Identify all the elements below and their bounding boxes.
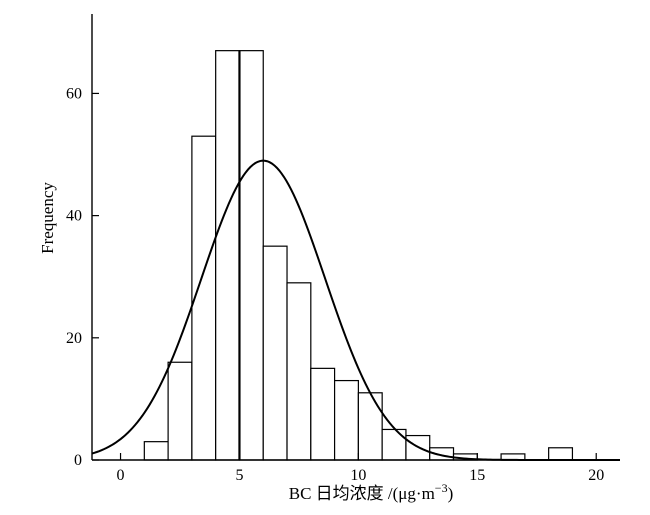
- histogram-bar-7: [310, 367, 336, 461]
- x-tick-label-1: 5: [235, 467, 243, 484]
- histogram-bar-5: [262, 245, 288, 461]
- histogram-bar-6: [286, 282, 312, 461]
- x-tick-label-0: 0: [117, 467, 125, 484]
- x-ticks: 0 5 10 15 20: [117, 453, 604, 484]
- x-axis-label-close: ): [448, 484, 454, 503]
- histogram-bar-10: [381, 428, 407, 461]
- y-tick-label-1: 20: [66, 330, 82, 347]
- y-axis-label: Frequency: [38, 182, 57, 254]
- y-ticks: 0 20 40 60: [66, 85, 99, 469]
- x-tick-label-4: 20: [588, 467, 604, 484]
- x-axis-label-main: BC 日均浓度 /(μg·m: [289, 484, 435, 503]
- axes: [91, 14, 620, 461]
- histogram-bar-4: [238, 50, 264, 461]
- x-axis-label-exponent: −3: [435, 481, 448, 495]
- y-tick-label-3: 60: [66, 85, 82, 102]
- histogram-bar-15: [548, 447, 574, 461]
- x-axis-label: BC 日均浓度 /(μg·m−3): [289, 481, 454, 503]
- histogram-bar-9: [357, 392, 383, 461]
- x-tick-label-2: 10: [350, 467, 366, 484]
- histogram-bar-3: [215, 50, 241, 461]
- histogram-bar-8: [333, 379, 359, 461]
- x-tick-label-3: 15: [469, 467, 485, 484]
- y-tick-label-0: 0: [74, 452, 82, 469]
- y-tick-label-2: 40: [66, 208, 82, 225]
- histogram-bar-0: [143, 441, 169, 461]
- histogram-bar-1: [167, 361, 193, 461]
